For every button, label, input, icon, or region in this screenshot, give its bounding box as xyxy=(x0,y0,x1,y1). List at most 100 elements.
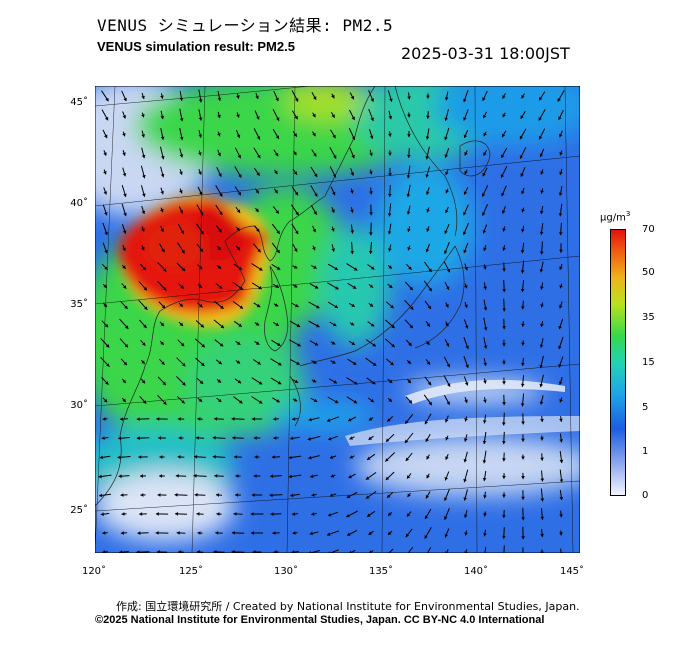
wind-arrowhead xyxy=(483,513,487,517)
wind-arrowhead xyxy=(424,420,429,425)
wind-arrowhead xyxy=(296,361,300,365)
wind-arrowhead xyxy=(388,115,393,120)
wind-arrowhead xyxy=(308,417,312,422)
wind-arrowhead xyxy=(408,266,412,270)
wind-arrowhead xyxy=(427,381,432,386)
wind-arrowhead xyxy=(254,455,258,459)
wind-arrowhead xyxy=(483,307,488,311)
wind-arrowhead xyxy=(273,550,277,553)
wind-arrowhead xyxy=(389,98,393,102)
wind-arrowhead xyxy=(369,171,373,175)
lat-label-40: 40˚ xyxy=(70,198,88,209)
wind-arrowhead xyxy=(331,94,335,99)
wind-arrowhead xyxy=(388,173,392,177)
wind-arrowhead xyxy=(273,417,277,421)
colorbar-tick-35: 35 xyxy=(642,312,655,323)
wind-arrowhead xyxy=(231,531,235,535)
wind-arrowhead xyxy=(255,189,259,194)
wind-arrowhead xyxy=(391,343,395,348)
wind-arrowhead xyxy=(104,231,108,236)
wind-arrowhead xyxy=(219,193,223,197)
wind-arrowhead xyxy=(328,437,332,441)
wind-arrowhead xyxy=(539,231,544,235)
wind-arrowhead xyxy=(483,327,488,331)
wind-arrowhead xyxy=(371,380,376,385)
wind-arrowhead xyxy=(351,154,355,159)
wind-arrowhead xyxy=(464,285,468,289)
wind-arrowhead xyxy=(293,133,297,137)
wind-arrowhead xyxy=(294,191,298,196)
wind-arrowhead xyxy=(216,512,220,516)
colorbar-tick-50: 50 xyxy=(642,267,655,278)
wind-arrowhead xyxy=(388,133,392,137)
wind-arrowhead xyxy=(407,154,411,158)
wind-arrowhead xyxy=(235,474,239,478)
wind-arrowhead xyxy=(425,248,430,253)
wind-arrowhead xyxy=(390,361,394,366)
wind-arrowhead xyxy=(426,474,430,479)
wind-arrowhead xyxy=(274,170,278,175)
wind-arrowhead xyxy=(199,380,204,384)
wind-arrowhead xyxy=(410,306,414,310)
wind-arrowhead xyxy=(540,457,544,461)
wind-arrowhead xyxy=(175,474,179,478)
wind-arrowhead xyxy=(179,210,184,214)
wind-arrowhead xyxy=(521,517,525,521)
wind-arrowhead xyxy=(426,95,430,99)
wind-arrowhead xyxy=(521,536,525,540)
wind-arrowhead xyxy=(218,285,223,289)
wind-arrowhead xyxy=(445,322,449,327)
wind-arrowhead xyxy=(331,209,335,213)
wind-arrowhead xyxy=(352,285,357,289)
wind-arrowhead xyxy=(200,324,204,328)
wind-arrowhead xyxy=(427,305,431,310)
lat-label-30: 30˚ xyxy=(70,400,88,411)
wind-arrowhead xyxy=(136,550,140,553)
wind-arrowhead xyxy=(444,250,448,254)
wind-arrowhead xyxy=(539,96,543,101)
wind-arrowhead xyxy=(275,210,279,214)
wind-arrowhead xyxy=(371,266,375,270)
wind-arrowhead xyxy=(139,512,143,516)
wind-arrowhead xyxy=(334,266,338,270)
forecast-timestamp: 2025-03-31 18:00JST xyxy=(401,44,570,63)
wind-arrowhead xyxy=(463,98,467,103)
wind-arrow xyxy=(426,547,432,553)
wind-arrowhead xyxy=(500,174,505,178)
wind-arrowhead xyxy=(195,436,199,440)
wind-arrowhead xyxy=(369,212,373,216)
wind-arrowhead xyxy=(350,172,355,176)
wind-arrowhead xyxy=(160,191,164,195)
wind-arrowhead xyxy=(502,343,506,347)
wind-arrowhead xyxy=(558,325,562,330)
wind-arrowhead xyxy=(160,115,165,120)
wind-arrowhead xyxy=(174,493,178,497)
wind-arrowhead xyxy=(161,304,166,309)
wind-arrowhead xyxy=(313,398,318,402)
wind-arrowhead xyxy=(277,342,281,346)
title-english: VENUS simulation result: PM2.5 xyxy=(97,39,295,54)
wind-arrowhead xyxy=(329,455,334,459)
wind-arrowhead xyxy=(236,227,240,231)
wind-arrowhead xyxy=(220,324,224,329)
wind-arrowhead xyxy=(198,134,202,138)
wind-arrow xyxy=(349,549,356,553)
wind-arrowhead xyxy=(502,247,506,251)
wind-arrowhead xyxy=(294,115,298,120)
wind-arrowhead xyxy=(425,438,429,442)
wind-arrowhead xyxy=(142,174,146,179)
wind-arrowhead xyxy=(368,417,373,421)
graticule xyxy=(95,86,580,553)
wind-arrowhead xyxy=(333,155,337,159)
wind-arrowhead xyxy=(521,94,525,99)
wind-arrowhead xyxy=(483,399,487,403)
wind-arrowhead xyxy=(177,455,181,459)
wind-arrowhead xyxy=(239,400,243,404)
wind-arrowhead xyxy=(539,401,544,405)
wind-arrowhead xyxy=(369,550,373,553)
wind-arrowhead xyxy=(179,190,183,194)
wind-arrowhead xyxy=(463,514,468,518)
wind-arrowhead xyxy=(253,474,257,478)
wind-arrowhead xyxy=(426,361,430,365)
wind-arrowhead xyxy=(255,95,259,99)
